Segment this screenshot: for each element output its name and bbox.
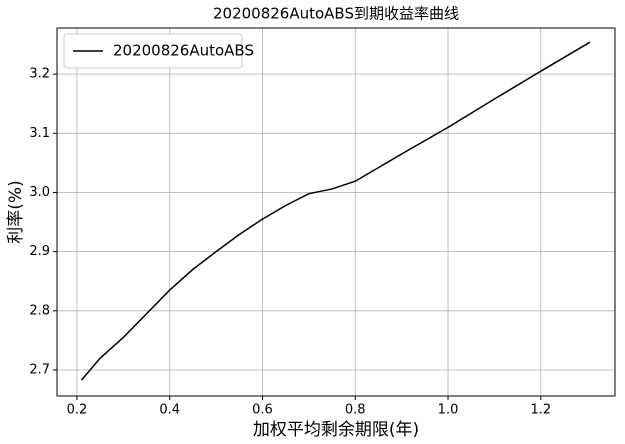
legend-box xyxy=(63,33,243,69)
x-tick-label: 0.6 xyxy=(252,403,273,418)
chart-title: 20200826AutoABS到期收益率曲线 xyxy=(213,5,459,23)
x-tick-label: 1.2 xyxy=(530,403,551,418)
plot-frame xyxy=(56,27,616,397)
x-tick-label: 0.2 xyxy=(67,403,88,418)
y-tick-label: 3.2 xyxy=(29,67,50,82)
x-axis-label: 加权平均剩余期限(年) xyxy=(253,420,419,440)
y-tick-label: 2.8 xyxy=(29,303,50,318)
y-tick-label: 2.7 xyxy=(29,362,50,377)
y-tick-label: 2.9 xyxy=(29,244,50,259)
x-tick-label: 1.0 xyxy=(438,403,459,418)
y-tick-label: 3.1 xyxy=(29,126,50,141)
y-tick-label: 3.0 xyxy=(29,185,50,200)
data-line xyxy=(81,41,591,381)
x-tick-label: 0.8 xyxy=(345,403,366,418)
legend-label: 20200826AutoABS xyxy=(113,42,254,60)
y-axis-label: 利率(%) xyxy=(6,180,26,243)
x-tick-label: 0.4 xyxy=(159,403,180,418)
